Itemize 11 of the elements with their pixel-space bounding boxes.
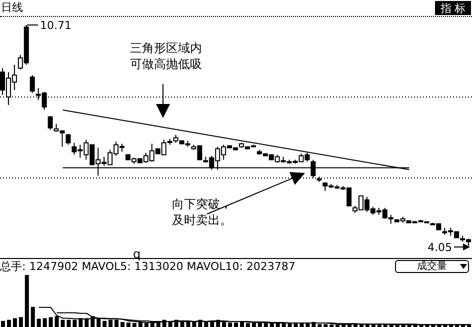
annotation: 4.05 — [428, 241, 452, 254]
annotation: 及时卖出。 — [172, 213, 232, 227]
chart-title: 日线 — [1, 1, 23, 14]
annotation: 10.71 — [40, 19, 72, 32]
text: 指 标 — [439, 2, 466, 15]
annotation: 向下突破， — [172, 197, 232, 211]
text: 成交量 — [417, 261, 447, 272]
annotation: 三角形区域内 — [130, 41, 202, 55]
chart-title: 总手: 1247902 MAVOL5: 1313020 MAVOL10: 2023787 — [0, 260, 296, 273]
text: q — [133, 247, 141, 261]
annotation: 可做高抛低吸 — [130, 57, 202, 71]
